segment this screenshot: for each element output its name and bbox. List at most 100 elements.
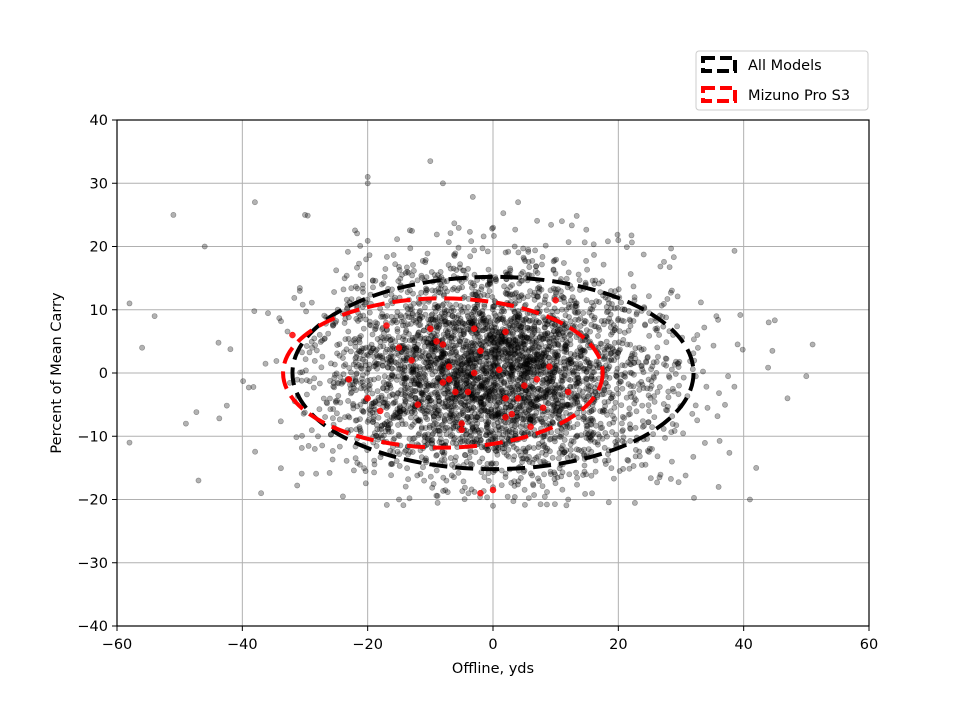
all-models-point bbox=[404, 289, 411, 296]
all-models-point bbox=[437, 268, 444, 275]
all-models-point bbox=[525, 246, 532, 253]
all-models-point bbox=[542, 242, 549, 249]
all-models-point bbox=[216, 415, 223, 422]
all-models-point bbox=[471, 334, 478, 341]
all-models-point bbox=[323, 399, 330, 406]
all-models-point bbox=[694, 332, 701, 338]
all-models-point bbox=[482, 407, 489, 414]
all-models-point bbox=[478, 444, 485, 451]
all-models-point bbox=[449, 313, 456, 319]
all-models-point bbox=[609, 429, 615, 435]
all-models-point bbox=[628, 370, 635, 377]
all-models-point bbox=[526, 358, 533, 365]
all-models-point bbox=[383, 381, 390, 388]
all-models-point bbox=[510, 456, 517, 463]
all-models-point bbox=[490, 382, 497, 389]
all-models-point bbox=[511, 308, 518, 315]
all-models-point bbox=[654, 344, 661, 351]
all-models-point bbox=[550, 266, 557, 273]
all-models-point bbox=[333, 267, 340, 274]
all-models-point bbox=[453, 325, 459, 332]
all-models-point bbox=[526, 335, 533, 342]
all-models-point bbox=[595, 441, 601, 448]
all-models-point bbox=[577, 363, 584, 370]
all-models-point bbox=[605, 499, 612, 506]
all-models-point bbox=[410, 267, 417, 274]
all-models-point bbox=[340, 371, 347, 378]
all-models-point bbox=[525, 248, 532, 255]
all-models-point bbox=[399, 366, 406, 372]
all-models-point bbox=[299, 432, 305, 439]
all-models-point bbox=[302, 356, 309, 363]
all-models-point bbox=[193, 409, 200, 415]
all-models-point bbox=[364, 377, 371, 384]
all-models-point bbox=[347, 340, 354, 347]
all-models-point bbox=[483, 432, 490, 439]
all-models-point bbox=[532, 247, 538, 254]
all-models-point bbox=[551, 389, 557, 396]
all-models-point bbox=[488, 347, 495, 354]
all-models-point bbox=[636, 386, 643, 393]
all-models-point bbox=[490, 232, 497, 239]
all-models-point bbox=[435, 289, 442, 296]
all-models-point bbox=[461, 320, 468, 327]
all-models-point bbox=[534, 285, 541, 292]
all-models-point bbox=[574, 474, 580, 481]
all-models-point bbox=[377, 338, 384, 345]
all-models-point bbox=[714, 413, 721, 420]
all-models-point bbox=[504, 357, 510, 364]
all-models-point bbox=[488, 461, 495, 468]
all-models-point bbox=[610, 413, 616, 419]
mizuno-pro-s3-point bbox=[439, 341, 447, 348]
all-models-point bbox=[425, 352, 432, 359]
all-models-point bbox=[431, 330, 437, 337]
all-models-point bbox=[414, 312, 421, 318]
all-models-point bbox=[675, 479, 682, 486]
all-models-point bbox=[544, 489, 550, 495]
all-models-point bbox=[534, 293, 540, 300]
all-models-point bbox=[627, 390, 634, 397]
all-models-point bbox=[443, 477, 450, 484]
all-models-point bbox=[223, 402, 230, 409]
all-models-point bbox=[532, 342, 539, 349]
all-models-point bbox=[405, 350, 411, 357]
all-models-point bbox=[401, 386, 408, 393]
all-models-point bbox=[489, 225, 495, 232]
all-models-point bbox=[331, 384, 338, 391]
all-models-point bbox=[645, 419, 652, 426]
all-models-point bbox=[545, 371, 552, 378]
all-models-point bbox=[494, 329, 500, 335]
all-models-point bbox=[660, 323, 667, 330]
all-models-point bbox=[646, 293, 652, 300]
x-tick-label: 60 bbox=[860, 637, 878, 653]
all-models-point bbox=[563, 502, 570, 509]
all-models-point bbox=[139, 344, 145, 351]
all-models-point bbox=[403, 376, 409, 382]
all-models-point bbox=[347, 390, 354, 397]
all-models-point bbox=[454, 368, 461, 375]
all-models-point bbox=[602, 430, 609, 436]
all-models-point bbox=[485, 470, 492, 477]
all-models-point bbox=[526, 397, 533, 403]
all-models-point bbox=[703, 383, 710, 390]
all-models-point bbox=[520, 356, 527, 363]
all-models-point bbox=[520, 340, 527, 347]
all-models-point bbox=[568, 303, 575, 310]
all-models-point bbox=[651, 374, 657, 381]
all-models-point bbox=[554, 353, 561, 359]
all-models-point bbox=[364, 237, 371, 244]
all-models-point bbox=[411, 406, 418, 413]
all-models-point bbox=[366, 382, 373, 388]
all-models-point bbox=[372, 325, 379, 332]
all-models-point bbox=[410, 262, 416, 268]
all-models-point bbox=[354, 264, 360, 271]
all-models-point bbox=[507, 284, 513, 290]
all-models-point bbox=[457, 393, 463, 400]
all-models-point bbox=[388, 414, 395, 421]
all-models-point bbox=[421, 403, 428, 410]
all-models-point bbox=[435, 407, 441, 414]
all-models-point bbox=[537, 458, 544, 465]
all-models-point bbox=[552, 286, 559, 293]
all-models-point bbox=[523, 315, 529, 322]
all-models-point bbox=[608, 395, 615, 402]
